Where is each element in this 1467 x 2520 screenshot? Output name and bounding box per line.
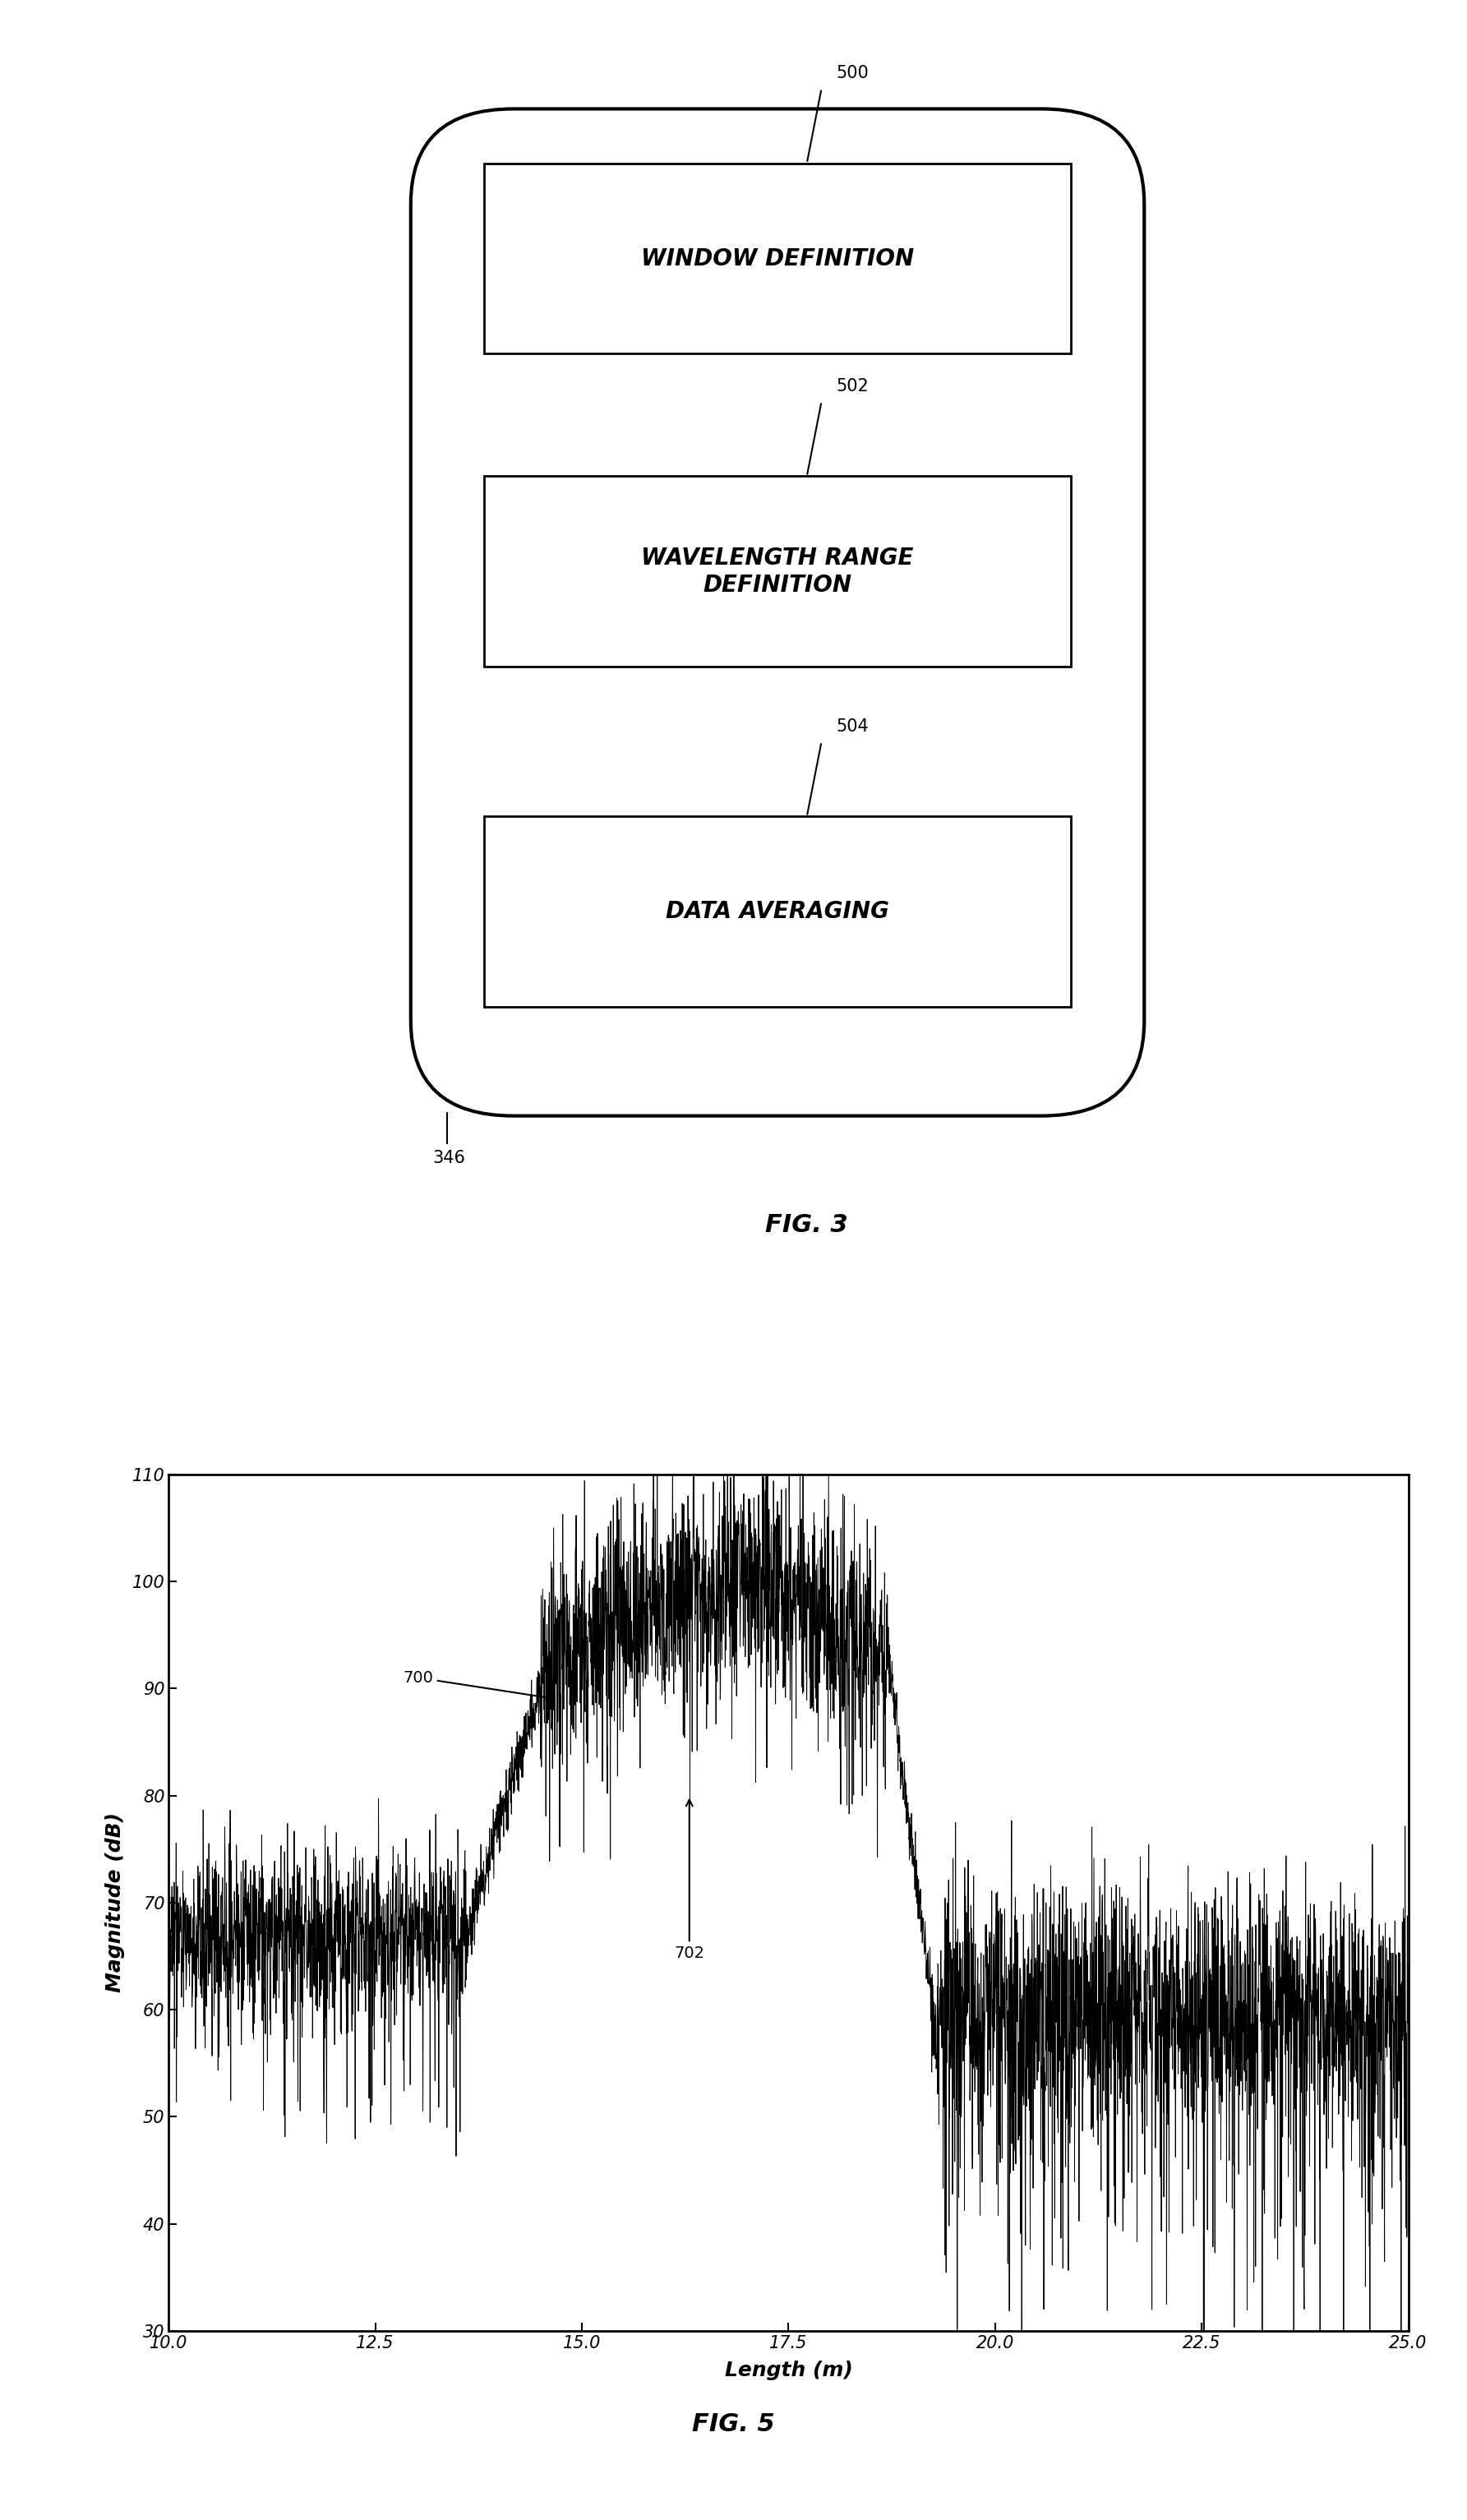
FancyBboxPatch shape xyxy=(411,108,1144,1116)
Text: 500: 500 xyxy=(836,66,868,81)
Text: 702: 702 xyxy=(675,1799,704,1961)
FancyBboxPatch shape xyxy=(484,476,1071,668)
Text: FIG. 3: FIG. 3 xyxy=(766,1212,848,1237)
X-axis label: Length (m): Length (m) xyxy=(725,2361,852,2381)
Y-axis label: Magnitude (dB): Magnitude (dB) xyxy=(106,1812,125,1993)
Text: 504: 504 xyxy=(836,718,868,736)
Text: DATA AVERAGING: DATA AVERAGING xyxy=(666,900,889,922)
Text: FIG. 5: FIG. 5 xyxy=(692,2412,775,2437)
FancyBboxPatch shape xyxy=(484,816,1071,1008)
Text: WAVELENGTH RANGE
DEFINITION: WAVELENGTH RANGE DEFINITION xyxy=(641,547,914,597)
Text: 502: 502 xyxy=(836,378,868,396)
Text: 700: 700 xyxy=(403,1671,553,1701)
Text: WINDOW DEFINITION: WINDOW DEFINITION xyxy=(641,247,914,270)
FancyBboxPatch shape xyxy=(484,164,1071,353)
Text: 346: 346 xyxy=(433,1149,465,1167)
